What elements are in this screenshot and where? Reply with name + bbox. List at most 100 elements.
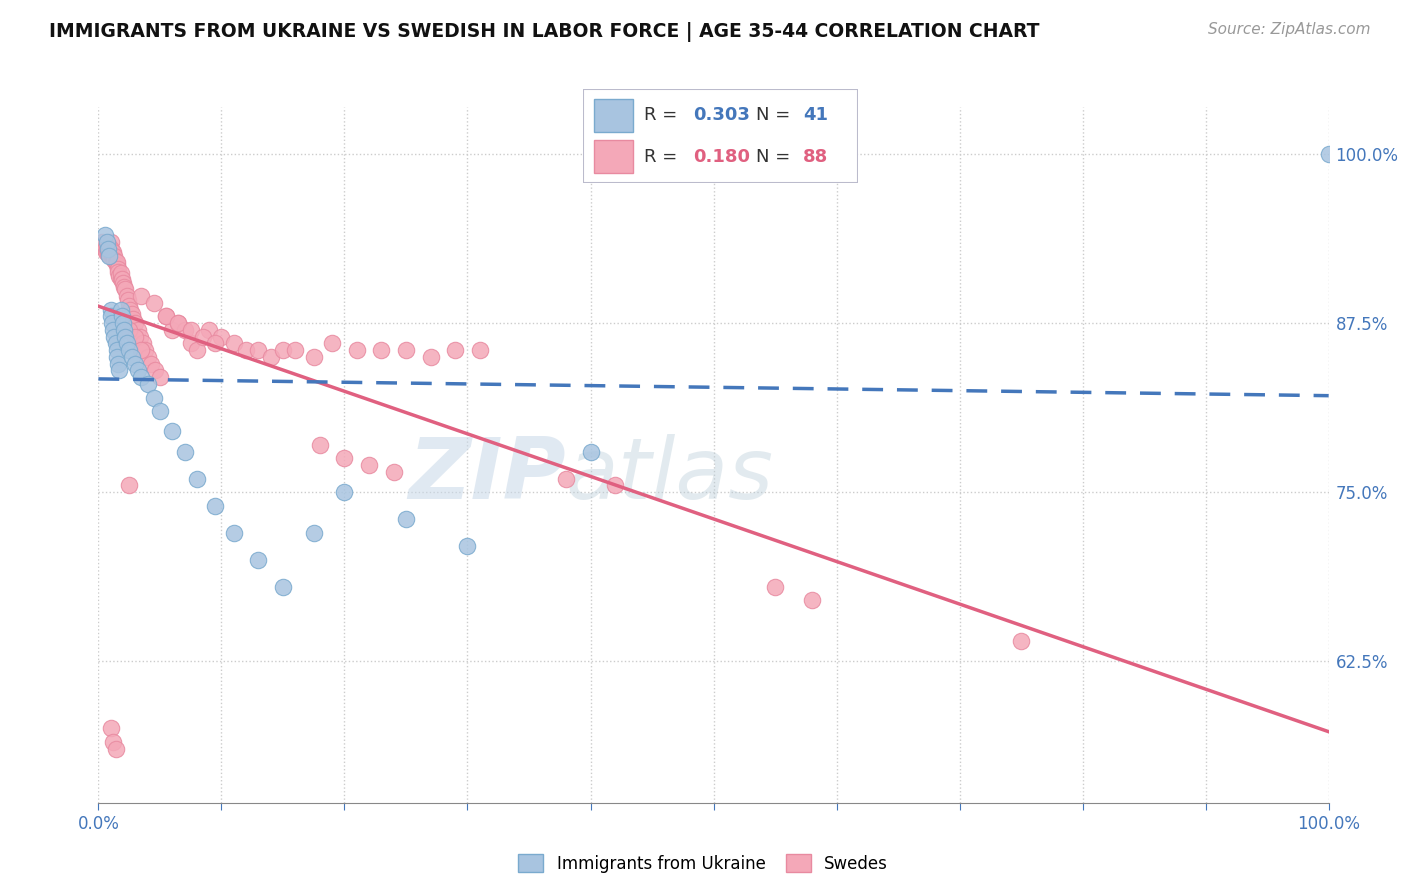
Point bbox=[222, 336, 245, 351]
Point bbox=[121, 350, 143, 364]
Point bbox=[333, 485, 356, 500]
Point bbox=[162, 323, 183, 337]
Point bbox=[121, 307, 143, 321]
Text: N =: N = bbox=[756, 148, 790, 166]
Point bbox=[167, 316, 190, 330]
Point bbox=[134, 343, 156, 358]
Point bbox=[173, 444, 195, 458]
Point bbox=[382, 465, 405, 479]
Point bbox=[136, 376, 159, 391]
Point bbox=[444, 343, 467, 358]
Point bbox=[186, 472, 208, 486]
Point bbox=[579, 444, 602, 458]
Text: ZIP: ZIP bbox=[408, 434, 567, 517]
Point bbox=[103, 244, 125, 259]
Point bbox=[96, 242, 118, 256]
Y-axis label: In Labor Force | Age 35-44: In Labor Force | Age 35-44 bbox=[0, 345, 8, 565]
Point bbox=[118, 323, 141, 337]
Point bbox=[91, 235, 114, 249]
Point bbox=[180, 336, 202, 351]
Point bbox=[191, 329, 214, 343]
Point bbox=[247, 552, 270, 566]
Point bbox=[98, 249, 121, 263]
Point bbox=[141, 357, 163, 371]
Point bbox=[129, 329, 152, 343]
Text: atlas: atlas bbox=[567, 434, 773, 517]
Point bbox=[114, 329, 136, 343]
Point bbox=[100, 302, 122, 317]
Text: Source: ZipAtlas.com: Source: ZipAtlas.com bbox=[1208, 22, 1371, 37]
Point bbox=[1317, 147, 1340, 161]
Point bbox=[198, 323, 221, 337]
Point bbox=[100, 722, 122, 736]
Point bbox=[103, 323, 125, 337]
Point bbox=[131, 370, 153, 384]
Point bbox=[333, 451, 356, 466]
Point bbox=[155, 310, 177, 324]
Point bbox=[103, 252, 125, 267]
Point bbox=[127, 363, 149, 377]
Point bbox=[127, 323, 149, 337]
Point bbox=[104, 255, 127, 269]
Point bbox=[162, 424, 183, 438]
Point bbox=[456, 539, 478, 553]
Point bbox=[118, 343, 141, 358]
Point bbox=[112, 279, 135, 293]
Point bbox=[155, 310, 177, 324]
Point bbox=[222, 525, 245, 540]
Point bbox=[235, 343, 257, 358]
Point bbox=[801, 593, 824, 607]
Point bbox=[111, 310, 134, 324]
Point bbox=[419, 350, 441, 364]
Point bbox=[395, 512, 418, 526]
Point bbox=[370, 343, 392, 358]
Point bbox=[100, 310, 122, 324]
Point bbox=[302, 350, 325, 364]
Point bbox=[143, 363, 166, 377]
Point bbox=[98, 244, 121, 259]
Point bbox=[105, 350, 128, 364]
Point bbox=[204, 336, 226, 351]
Point bbox=[101, 316, 124, 330]
Point bbox=[118, 478, 141, 492]
Point bbox=[117, 293, 139, 308]
Point bbox=[101, 244, 124, 259]
Point bbox=[284, 343, 307, 358]
Point bbox=[142, 296, 165, 310]
Point bbox=[108, 268, 131, 283]
Point bbox=[247, 343, 270, 358]
Point bbox=[124, 329, 146, 343]
Legend: Immigrants from Ukraine, Swedes: Immigrants from Ukraine, Swedes bbox=[512, 847, 894, 880]
Point bbox=[107, 262, 129, 277]
Point bbox=[131, 289, 153, 303]
Point bbox=[302, 525, 325, 540]
Point bbox=[346, 343, 368, 358]
Point bbox=[131, 343, 153, 358]
Point bbox=[149, 404, 172, 418]
Point bbox=[122, 312, 145, 326]
Point bbox=[93, 228, 115, 243]
Point bbox=[763, 580, 786, 594]
Point bbox=[309, 438, 332, 452]
Point bbox=[103, 249, 125, 263]
Point bbox=[101, 250, 124, 264]
Point bbox=[103, 250, 125, 264]
Bar bbox=[595, 98, 633, 132]
Point bbox=[204, 499, 226, 513]
Point bbox=[110, 271, 132, 285]
Point bbox=[97, 247, 120, 261]
Point bbox=[118, 299, 141, 313]
Point bbox=[97, 244, 120, 259]
Point bbox=[112, 276, 135, 290]
Point bbox=[115, 289, 138, 303]
Point bbox=[395, 343, 418, 358]
Point bbox=[115, 336, 138, 351]
Point bbox=[110, 302, 132, 317]
Point bbox=[100, 242, 122, 256]
Point bbox=[112, 323, 135, 337]
Point bbox=[359, 458, 381, 472]
Point bbox=[100, 235, 122, 249]
Point bbox=[93, 242, 115, 256]
Point bbox=[107, 265, 129, 279]
Text: IMMIGRANTS FROM UKRAINE VS SWEDISH IN LABOR FORCE | AGE 35-44 CORRELATION CHART: IMMIGRANTS FROM UKRAINE VS SWEDISH IN LA… bbox=[49, 22, 1039, 42]
